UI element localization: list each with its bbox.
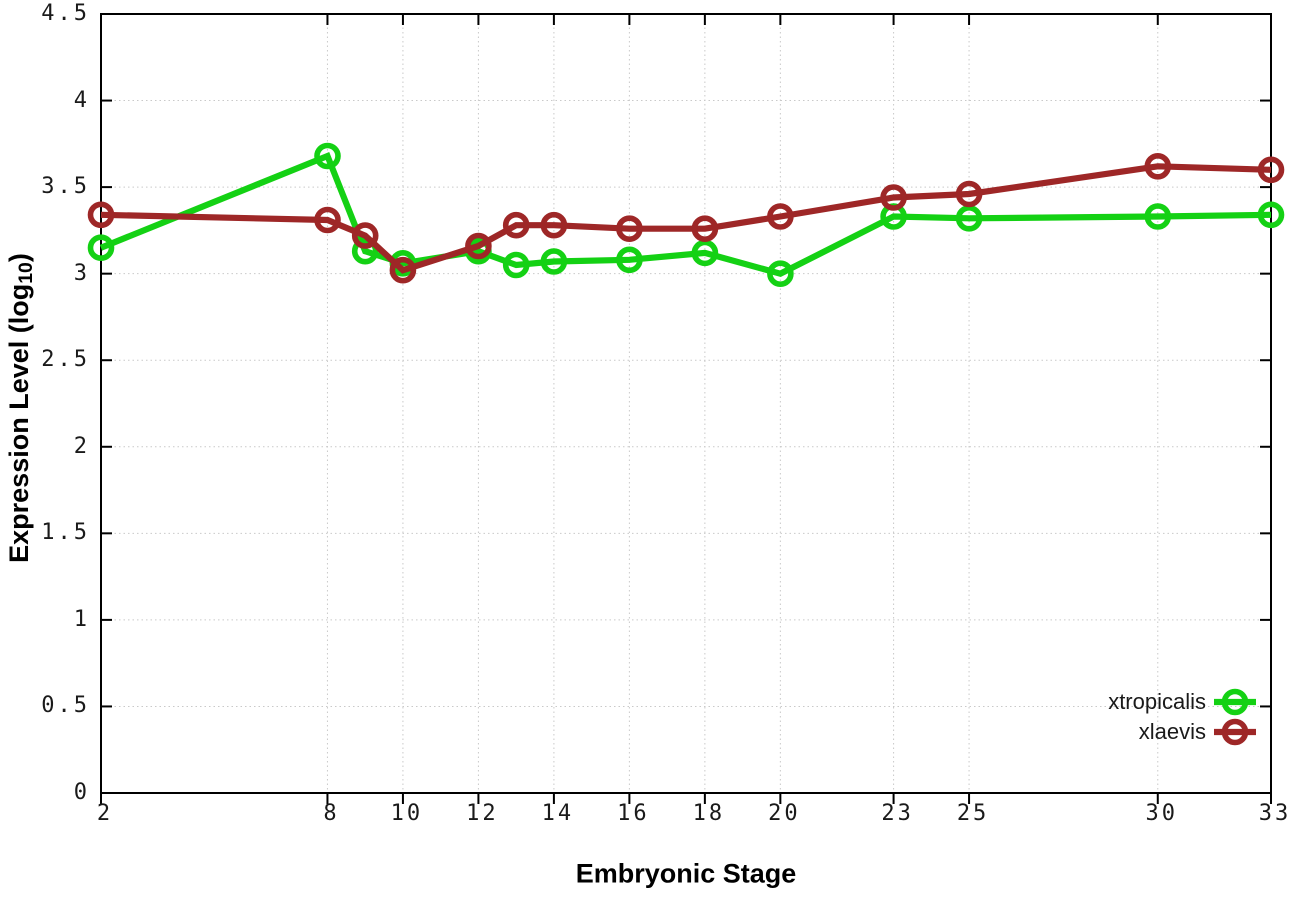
data-point-marker-xtropicalis <box>767 260 794 288</box>
data-point-marker-xtropicalis <box>955 205 983 232</box>
legend-marker-icon <box>1214 688 1256 716</box>
legend-label: xlaevis <box>1138 719 1206 744</box>
x-tick-label: 18 <box>692 801 726 826</box>
x-axis-title: Embryonic Stage <box>575 858 797 889</box>
data-point-marker-xlaevis <box>1144 153 1172 180</box>
x-tick-label: 14 <box>541 801 575 826</box>
y-tick-label: 0 <box>73 780 90 805</box>
data-point-marker-xlaevis <box>87 201 115 229</box>
x-tick-label: 33 <box>1258 801 1292 826</box>
y-tick-label: 1.5 <box>41 520 90 546</box>
legend-label: xtropicalis <box>1108 689 1206 714</box>
data-point-marker-xtropicalis <box>616 246 643 274</box>
legend-item-xtropicalis: xtropicalis <box>1108 687 1256 717</box>
data-point-marker-xlaevis <box>540 211 568 239</box>
data-point-marker-xtropicalis <box>502 251 530 279</box>
data-point-marker-xtropicalis <box>351 237 379 265</box>
x-tick-label: 30 <box>1145 801 1179 826</box>
x-tick-label: 23 <box>881 801 914 826</box>
legend-point-sample <box>1221 718 1249 746</box>
data-point-marker-xlaevis <box>616 215 643 242</box>
y-axis-title-close: ) <box>3 253 34 263</box>
y-tick-label: 4 <box>73 87 90 113</box>
data-point-marker-xlaevis <box>389 256 417 284</box>
y-tick-label: 1 <box>73 606 90 632</box>
y-tick-label: 2 <box>73 433 90 459</box>
legend: xtropicalis xlaevis <box>1108 687 1256 747</box>
data-point-marker-xtropicalis <box>87 234 115 261</box>
legend-marker-icon <box>1214 718 1256 746</box>
x-tick-label: 8 <box>323 801 340 826</box>
y-tick-label: 3.5 <box>41 174 90 200</box>
data-point-marker-xlaevis <box>351 222 379 249</box>
x-tick-label: 20 <box>768 801 801 826</box>
x-tick-label: 25 <box>956 801 990 826</box>
plot-border <box>100 13 1272 794</box>
legend-point-sample <box>1221 688 1249 716</box>
data-point-marker-xtropicalis <box>540 248 568 275</box>
y-tick-label: 4.5 <box>41 1 90 26</box>
data-point-marker-xlaevis <box>767 203 794 230</box>
data-point-marker-xlaevis <box>691 215 719 242</box>
y-axis-title: Expression Level (log10) <box>4 253 38 563</box>
y-tick-label: 0.5 <box>41 693 90 719</box>
data-point-marker-xtropicalis <box>314 142 341 170</box>
data-point-marker-xtropicalis <box>1257 201 1285 229</box>
data-point-marker-xlaevis <box>1257 156 1285 184</box>
data-point-marker-xtropicalis <box>1144 203 1172 230</box>
data-point-marker-xlaevis <box>314 206 341 234</box>
y-axis-title-text: Expression Level (log <box>3 283 34 563</box>
x-tick-label: 16 <box>617 801 650 826</box>
data-point-marker-xlaevis <box>465 232 492 260</box>
legend-item-xlaevis: xlaevis <box>1108 717 1256 747</box>
x-tick-label: 10 <box>390 801 424 826</box>
y-tick-label: 2.5 <box>41 347 90 373</box>
y-axis-title-subscript: 10 <box>15 262 38 284</box>
data-point-marker-xtropicalis <box>691 239 719 267</box>
data-point-marker-xlaevis <box>955 180 983 208</box>
x-tick-label: 12 <box>466 801 499 826</box>
data-point-marker-xlaevis <box>880 184 907 211</box>
y-tick-label: 3 <box>73 260 90 286</box>
x-tick-label: 2 <box>96 801 114 826</box>
data-point-marker-xlaevis <box>502 211 530 239</box>
